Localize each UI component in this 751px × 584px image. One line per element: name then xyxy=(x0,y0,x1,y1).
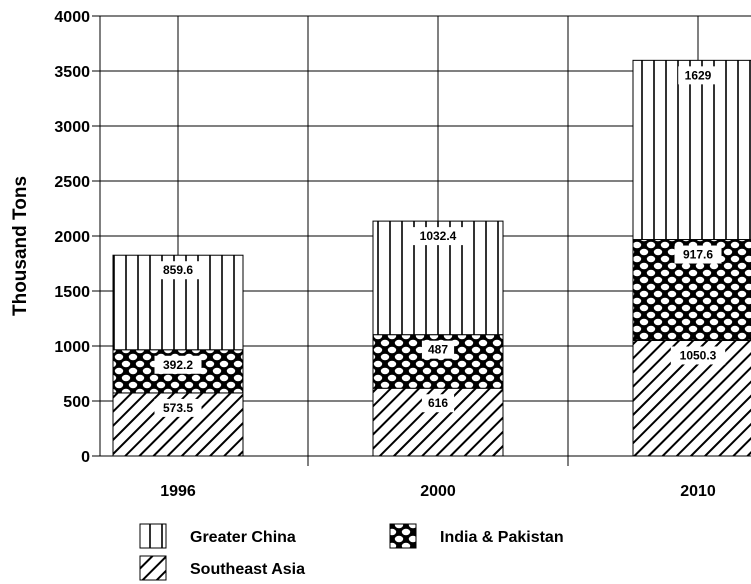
data-label: 917.6 xyxy=(683,248,713,262)
y-tick-label: 2500 xyxy=(54,174,90,191)
data-label: 573.5 xyxy=(163,401,193,415)
data-label-box xyxy=(421,340,455,359)
y-axis-title: Thousand Tons xyxy=(10,176,31,316)
legend-swatch xyxy=(139,523,167,549)
y-tick-label: 1000 xyxy=(54,339,90,356)
legend-label: Southeast Asia xyxy=(190,561,305,578)
data-label-box xyxy=(154,355,202,374)
y-tick-label: 500 xyxy=(63,394,90,411)
y-tick-label: 2000 xyxy=(54,229,90,246)
data-label-box xyxy=(154,261,202,280)
legend-label: Greater China xyxy=(190,529,296,546)
data-label: 1629 xyxy=(685,68,712,82)
data-label: 392.2 xyxy=(163,358,193,372)
data-label: 616 xyxy=(428,396,448,410)
x-tick-label: 2010 xyxy=(680,483,716,500)
y-tick-label: 3000 xyxy=(54,119,90,136)
legend: Greater China India & Pakistan Southeast A… xyxy=(139,523,564,581)
bar-greater-china-2010 xyxy=(632,59,751,241)
legend-item-greater-china: Greater China xyxy=(139,523,296,549)
data-label-box xyxy=(154,398,202,417)
data-label-box xyxy=(674,245,722,264)
data-label: 1032.4 xyxy=(420,229,457,243)
legend-swatch xyxy=(139,555,167,581)
legend-item-india-pakistan: India & Pakistan xyxy=(389,523,564,549)
y-tick-label: 0 xyxy=(81,449,90,466)
data-labels: 573.5 616 1050.3 392.2 487 917.6 859.6 1032.4 16… xyxy=(154,66,726,417)
x-tick-label: 2000 xyxy=(420,483,456,500)
data-label: 487 xyxy=(428,343,448,357)
y-tick-label: 1500 xyxy=(54,284,90,301)
legend-swatch xyxy=(389,523,417,549)
legend-item-southeast-asia: Southeast Asia xyxy=(139,555,305,581)
y-tick-label: 4000 xyxy=(54,9,90,26)
y-tick-label: 3500 xyxy=(54,64,90,81)
data-label-box xyxy=(410,227,466,246)
data-label-box xyxy=(421,394,455,413)
legend-label: India & Pakistan xyxy=(440,529,564,546)
data-label-box xyxy=(678,66,718,85)
data-label: 1050.3 xyxy=(680,348,717,362)
x-tick-label: 1996 xyxy=(160,483,196,500)
data-label-box xyxy=(670,346,726,365)
axes: 0 500 1000 1500 2000 2500 3000 3500 4000 1996 2000… xyxy=(10,9,751,500)
data-label: 859.6 xyxy=(163,263,193,277)
